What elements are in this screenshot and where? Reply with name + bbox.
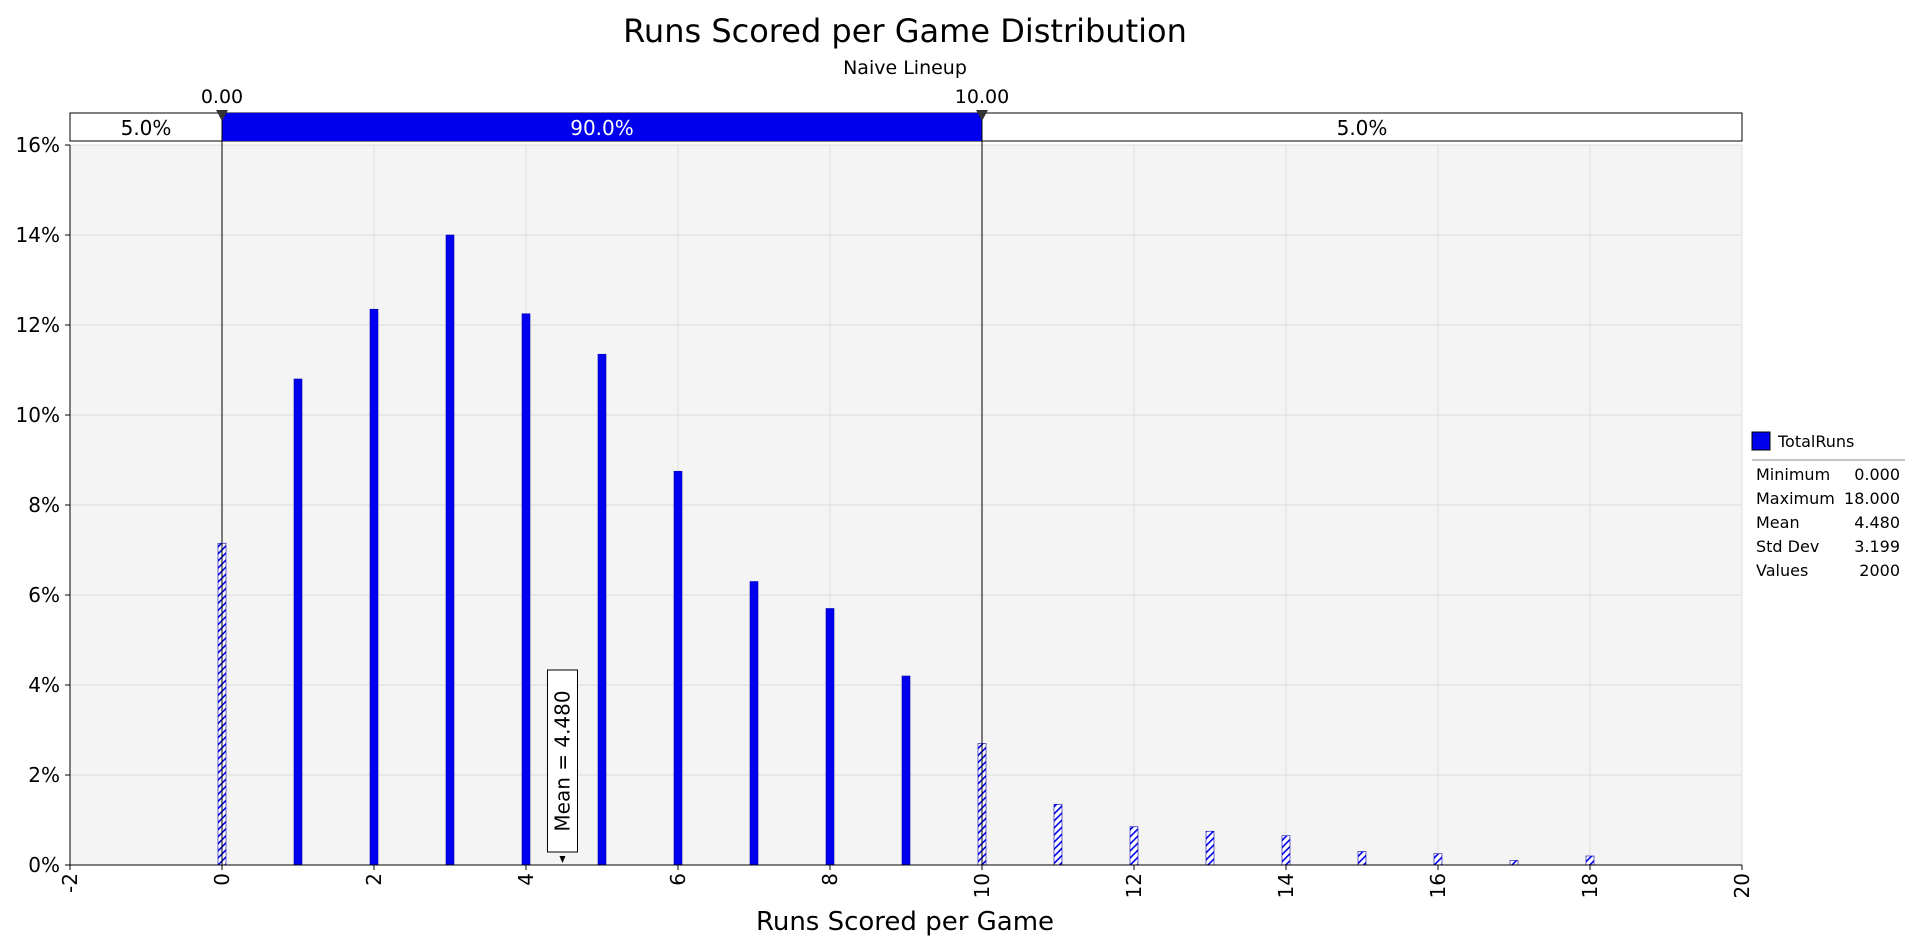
bar — [1585, 855, 1595, 866]
legend-stat-value: 4.480 — [1854, 513, 1900, 532]
left-marker-triangle — [216, 110, 228, 121]
x-tick-label: 4 — [514, 873, 538, 886]
x-tick-label: 20 — [1730, 873, 1754, 898]
legend-stat-label: Minimum — [1756, 465, 1830, 484]
x-tick-label: 16 — [1426, 873, 1450, 898]
x-tick-label: 2 — [362, 873, 386, 886]
right-marker-label: 10.00 — [955, 86, 1009, 108]
bar — [293, 378, 303, 866]
bar — [1357, 851, 1367, 866]
x-tick-label: 10 — [970, 873, 994, 898]
x-ticks: -2 0 2 4 6 8 10 12 14 16 18 20 — [58, 865, 1754, 898]
x-tick-label: 14 — [1274, 873, 1298, 898]
band-middle-fill — [222, 113, 982, 141]
bar — [1433, 853, 1443, 866]
bar — [1281, 835, 1291, 866]
legend-stat-label: Mean — [1756, 513, 1800, 532]
band-middle-pct: 90.0% — [570, 116, 634, 140]
bar — [521, 313, 531, 866]
y-tick-label: 4% — [28, 673, 60, 697]
bar — [445, 234, 455, 866]
chart-subtitle: Naive Lineup — [843, 57, 967, 79]
y-tick-label: 10% — [16, 403, 60, 427]
mean-annotation-box — [546, 669, 578, 853]
x-tick-label: -2 — [58, 873, 82, 893]
legend-swatch — [1751, 431, 1771, 451]
x-tick-label: 12 — [1122, 873, 1146, 898]
y-tick-label: 14% — [16, 223, 60, 247]
x-tick-label: 6 — [666, 873, 690, 886]
bar — [901, 675, 911, 866]
legend: TotalRuns Minimum 0.000 Maximum 18.000 M… — [1751, 431, 1905, 580]
legend-stat-label: Maximum — [1756, 489, 1835, 508]
y-tick-label: 12% — [16, 313, 60, 337]
band-right-pct: 5.0% — [1337, 116, 1388, 140]
mean-annotation-label: Mean = 4.480 — [550, 690, 574, 831]
legend-stat-value: 3.199 — [1854, 537, 1900, 556]
y-ticks: 0% 2% 4% 6% 8% 10% 12% 14% 16% — [16, 133, 70, 877]
legend-stat-label: Std Dev — [1756, 537, 1819, 556]
legend-stat-value: 2000 — [1859, 561, 1900, 580]
mean-annotation: Mean = 4.480 — [546, 669, 578, 863]
y-tick-label: 16% — [16, 133, 60, 157]
bar — [825, 608, 835, 866]
legend-stat-value: 0.000 — [1854, 465, 1900, 484]
bar — [749, 581, 759, 866]
x-tick-label: 18 — [1578, 873, 1602, 898]
legend-stat-value: 18.000 — [1844, 489, 1900, 508]
bar — [1129, 826, 1139, 866]
x-axis-label: Runs Scored per Game — [756, 907, 1054, 937]
legend-series-name: TotalRuns — [1777, 432, 1854, 451]
left-marker-label: 0.00 — [201, 86, 243, 108]
chart-title: Runs Scored per Game Distribution — [623, 12, 1187, 50]
y-tick-label: 8% — [28, 493, 60, 517]
bar — [597, 353, 607, 866]
bar — [673, 470, 683, 866]
band-left-pct: 5.0% — [121, 116, 172, 140]
bar — [1205, 830, 1215, 866]
y-tick-label: 2% — [28, 763, 60, 787]
right-marker-triangle — [976, 110, 988, 121]
legend-stat-label: Values — [1756, 561, 1808, 580]
bar — [1509, 860, 1519, 866]
y-tick-label: 6% — [28, 583, 60, 607]
bar — [1053, 803, 1063, 866]
bar — [369, 308, 379, 866]
y-tick-label: 0% — [28, 853, 60, 877]
x-tick-label: 8 — [818, 873, 842, 886]
x-tick-label: 0 — [210, 873, 234, 886]
mean-arrow — [559, 856, 566, 863]
